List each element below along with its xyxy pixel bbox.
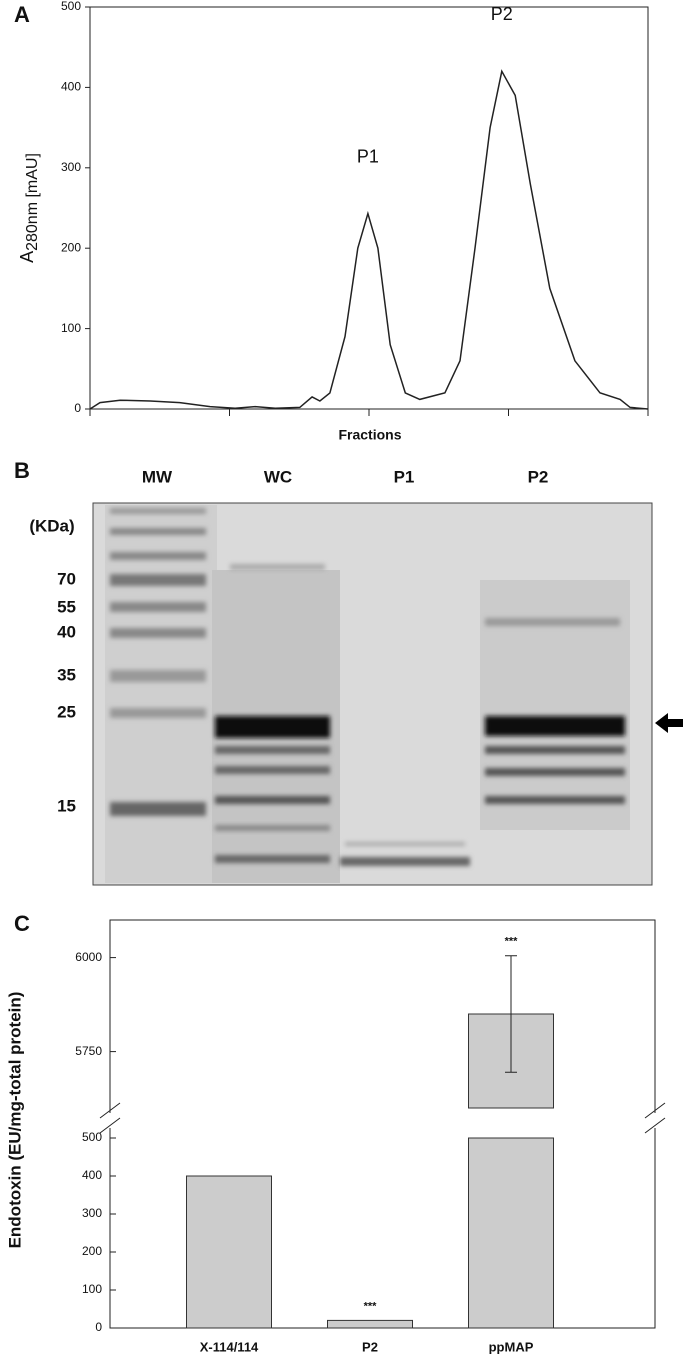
x-tick-label: ppMAP: [489, 1339, 534, 1354]
marker-label: 25: [57, 702, 76, 721]
y-label: Endotoxin (EU/mg-total protein): [5, 992, 24, 1249]
x-axis-label: Fractions: [338, 427, 401, 443]
y-tick-label: 100: [61, 321, 81, 335]
gel-image: [92, 502, 683, 886]
lane-label: P2: [528, 467, 549, 486]
plot-frame: [89, 6, 649, 410]
lane-label: WC: [264, 467, 292, 486]
marker-label: 40: [57, 622, 76, 641]
y-tick-label: 500: [61, 0, 81, 13]
y-label-sub: 280nm [mAU]: [24, 153, 41, 251]
marker-label: 55: [57, 597, 76, 616]
data-line: [89, 69, 649, 410]
y-axis-label: A280nm [mAU]: [17, 153, 41, 263]
panel-label: B: [14, 458, 30, 483]
y-tick-label: 200: [82, 1244, 102, 1258]
unit-label: (KDa): [29, 516, 74, 535]
y-tick-label: 400: [61, 80, 81, 94]
bar: [327, 1319, 413, 1329]
significance-label: ***: [364, 1300, 378, 1312]
marker-label: 70: [57, 569, 76, 588]
lane-label: P1: [394, 467, 415, 486]
peak-label: P1: [357, 146, 379, 166]
y-tick-label: 6000: [75, 950, 102, 964]
axis-frame: [99, 919, 666, 1329]
y-axis-label: Endotoxin (EU/mg-total protein): [5, 992, 24, 1249]
peak-label: P2: [491, 4, 513, 24]
y-tick-label: 200: [61, 240, 81, 254]
lane-label: MW: [142, 467, 173, 486]
y-tick-label: 0: [95, 1320, 102, 1334]
y-tick-label: 5750: [75, 1044, 102, 1058]
y-tick-label: 400: [82, 1168, 102, 1182]
marker-label: 15: [57, 796, 76, 815]
svg-text:A280nm [mAU]: A280nm [mAU]: [17, 153, 41, 263]
error-bar: [505, 955, 517, 1073]
bar: [468, 1137, 554, 1329]
x-tick-label: P2: [362, 1339, 378, 1354]
marker-label: 35: [57, 665, 76, 684]
y-label-main: A: [17, 251, 37, 263]
significance-label: ***: [505, 936, 519, 948]
y-tick-label: 300: [61, 160, 81, 174]
y-tick-label: 0: [74, 401, 81, 415]
y-tick-label: 300: [82, 1206, 102, 1220]
panel-label: A: [14, 2, 30, 27]
x-tick-label: X-114/114: [200, 1339, 259, 1354]
bar: [186, 1175, 272, 1329]
y-tick-label: 500: [82, 1130, 102, 1144]
y-tick-label: 100: [82, 1282, 102, 1296]
panel-label: C: [14, 911, 30, 936]
